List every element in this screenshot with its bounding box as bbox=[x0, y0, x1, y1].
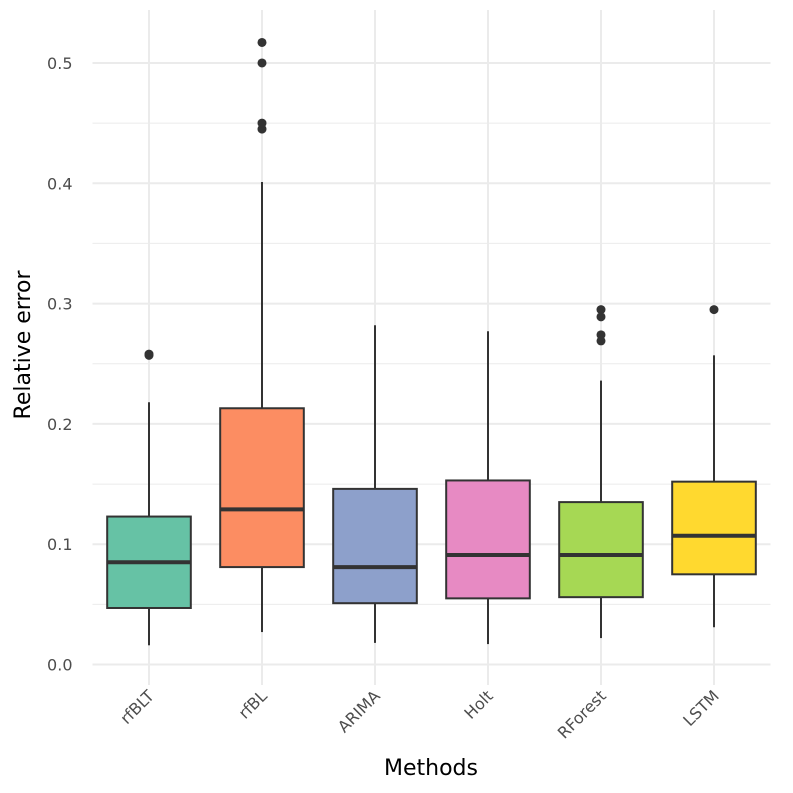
x-axis-title: Methods bbox=[384, 756, 478, 781]
x-tick-label: ARIMA bbox=[334, 686, 384, 736]
y-tick-label: 0.2 bbox=[47, 415, 72, 434]
outlier bbox=[257, 118, 267, 128]
y-tick-label: 0.1 bbox=[47, 535, 72, 554]
marks bbox=[106, 37, 757, 646]
outlier bbox=[257, 37, 267, 47]
box bbox=[671, 480, 757, 576]
x-tick-label: RForest bbox=[554, 686, 610, 742]
y-tick-label: 0.5 bbox=[47, 54, 72, 73]
outlier bbox=[596, 305, 606, 315]
box bbox=[558, 501, 644, 599]
outlier bbox=[596, 312, 606, 322]
outlier bbox=[596, 336, 606, 346]
box bbox=[219, 407, 305, 569]
outlier bbox=[144, 350, 154, 360]
grid bbox=[92, 10, 771, 685]
box bbox=[445, 479, 531, 600]
x-tick-label: LSTM bbox=[679, 686, 723, 730]
x-tick-label: Holt bbox=[460, 686, 496, 722]
x-tick-label: rfBLT bbox=[116, 686, 158, 728]
y-axis-title: Relative error bbox=[11, 270, 36, 420]
outlier bbox=[709, 305, 719, 315]
y-tick-label: 0.0 bbox=[47, 656, 72, 675]
y-tick-label: 0.4 bbox=[47, 174, 72, 193]
box bbox=[332, 487, 418, 605]
outlier bbox=[257, 58, 267, 68]
x-tick-label: rfBL bbox=[235, 686, 271, 722]
y-tick-label: 0.3 bbox=[47, 295, 72, 314]
